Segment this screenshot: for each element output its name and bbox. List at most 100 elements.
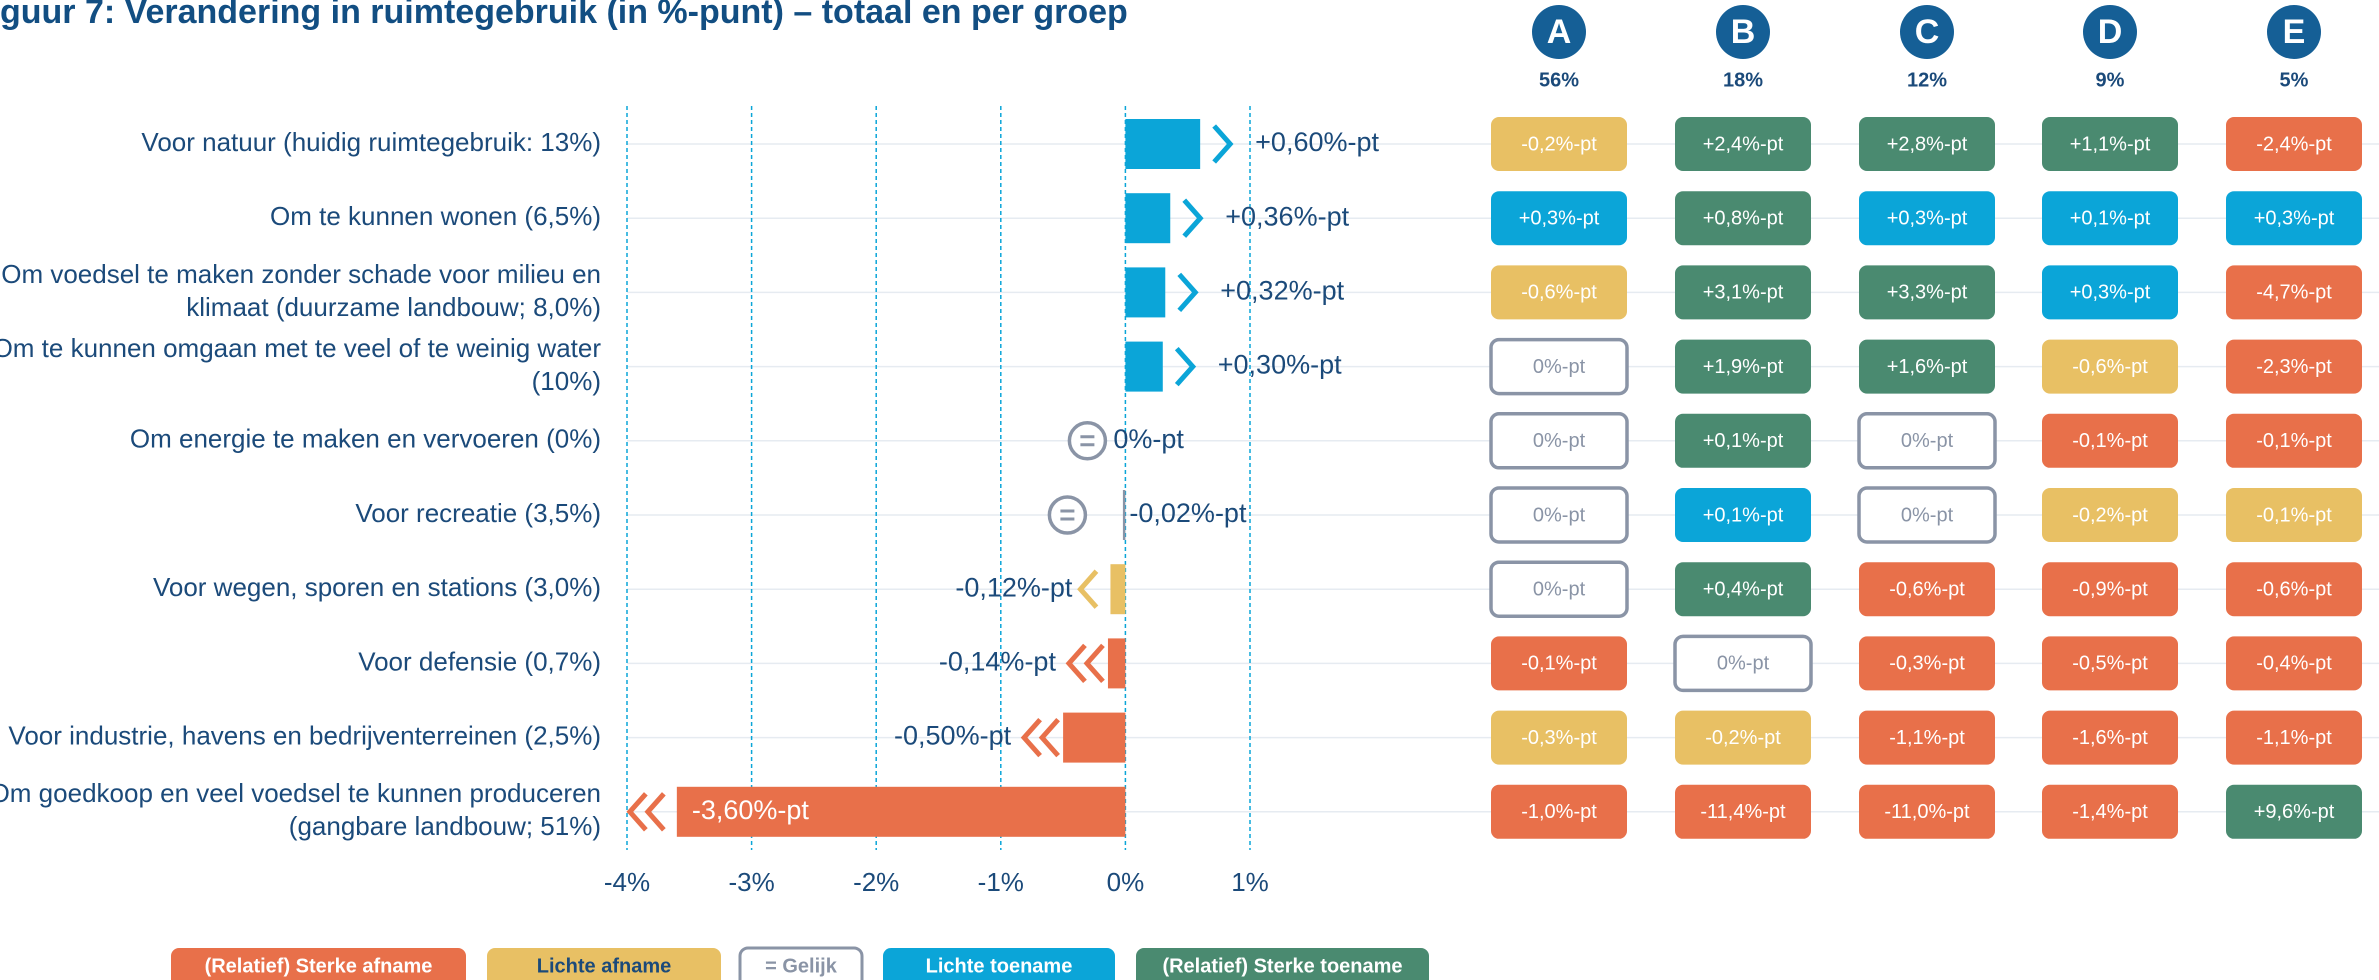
cell-label: -0,1%-pt xyxy=(2256,504,2332,526)
chevron xyxy=(1174,346,1197,387)
cell-label: +3,3%-pt xyxy=(1887,282,1968,304)
category-label: (gangbare landbouw; 51%) xyxy=(289,811,601,841)
cell-label: -0,1%-pt xyxy=(2256,430,2332,452)
category-label: Voor defensie (0,7%) xyxy=(358,646,601,676)
cell xyxy=(2226,339,2362,394)
cell-label: -0,9%-pt xyxy=(2072,578,2148,600)
category-label: Om energie te maken en vervoeren (0%) xyxy=(130,424,601,454)
value-label: -0,14%-pt xyxy=(939,647,1057,677)
cell xyxy=(1675,191,1811,246)
cell-label: -1,1%-pt xyxy=(1889,727,1965,749)
cell xyxy=(1675,265,1811,320)
chevron xyxy=(1177,272,1199,313)
cell xyxy=(2042,710,2178,765)
chevron xyxy=(626,792,648,832)
cell-label: -0,2%-pt xyxy=(1521,133,1597,155)
cell-label: +2,8%-pt xyxy=(1887,133,1968,155)
category-label: klimaat (duurzame landbouw; 8,0%) xyxy=(186,292,601,322)
equal-sign xyxy=(1080,435,1095,447)
group-share: 9% xyxy=(2096,69,2125,91)
bar xyxy=(1107,638,1126,689)
cell-label: +0,8%-pt xyxy=(1703,207,1784,229)
cell xyxy=(2042,339,2178,394)
x-tick-label: 0% xyxy=(1107,867,1145,897)
bar xyxy=(1110,564,1126,615)
value-label: +0,36%-pt xyxy=(1225,201,1349,231)
cell-label: -0,3%-pt xyxy=(1889,653,1965,675)
chevron xyxy=(1038,717,1060,758)
legend-swatch xyxy=(738,946,864,980)
value-label: -3,60%-pt xyxy=(692,795,810,825)
cell xyxy=(2042,265,2178,320)
cell xyxy=(1857,412,1997,470)
cell xyxy=(1491,710,1627,765)
chevron xyxy=(1020,717,1042,758)
legend-label: Lichte toename xyxy=(926,955,1073,977)
value-label: 0%-pt xyxy=(1113,424,1184,454)
cell xyxy=(1675,339,1811,394)
cell-label: -4,7%-pt xyxy=(2256,282,2332,304)
cell-label: 0%-pt xyxy=(1533,356,1586,378)
cell xyxy=(2042,636,2178,691)
cell xyxy=(2042,562,2178,617)
cell-label: +0,4%-pt xyxy=(1703,578,1784,600)
cell-label: -2,3%-pt xyxy=(2256,356,2332,378)
value-label: +0,60%-pt xyxy=(1255,127,1379,157)
bar xyxy=(1125,193,1171,244)
cell xyxy=(1859,191,1995,246)
cell-label: -1,4%-pt xyxy=(2072,801,2148,823)
cell xyxy=(1489,486,1629,544)
cell xyxy=(2042,117,2178,171)
x-tick-label: -3% xyxy=(728,867,774,897)
legend-swatch xyxy=(487,948,721,980)
cell xyxy=(2226,191,2362,246)
x-tick-label: -2% xyxy=(853,867,899,897)
category-label: Voor industrie, havens en bedrijventerre… xyxy=(8,720,601,750)
group-badge xyxy=(1716,5,1770,59)
cell-label: -0,3%-pt xyxy=(1521,727,1597,749)
legend-label: (Relatief) Sterke afname xyxy=(205,955,433,977)
cell xyxy=(1491,117,1627,171)
cell xyxy=(2226,784,2362,839)
cell-label: +0,1%-pt xyxy=(2070,207,2151,229)
bar xyxy=(1125,267,1166,318)
cell-label: -0,2%-pt xyxy=(1705,727,1781,749)
cell-label: -0,6%-pt xyxy=(1889,578,1965,600)
cell-label: -1,1%-pt xyxy=(2256,727,2332,749)
chevron xyxy=(1077,569,1099,609)
cell-label: -0,6%-pt xyxy=(2072,356,2148,378)
cell-label: +0,3%-pt xyxy=(1887,207,1968,229)
x-tick-label: -4% xyxy=(604,867,650,897)
legend-swatch xyxy=(171,948,466,980)
bar xyxy=(1125,119,1201,169)
cell xyxy=(1491,784,1627,839)
cell xyxy=(1491,636,1627,691)
cell xyxy=(1675,117,1811,171)
group-name: B xyxy=(1731,13,1756,51)
category-label: Voor natuur (huidig ruimtegebruik: 13%) xyxy=(141,127,601,157)
category-label: Om goedkoop en veel voedsel te kunnen pr… xyxy=(0,778,601,808)
group-badge xyxy=(1900,5,1954,59)
cell xyxy=(1675,784,1811,839)
category-label: Om te kunnen omgaan met te veel of te we… xyxy=(0,333,601,363)
cell xyxy=(2226,488,2362,542)
cell-label: -0,5%-pt xyxy=(2072,653,2148,675)
cell xyxy=(2226,117,2362,171)
chevron xyxy=(644,792,666,832)
group-share: 12% xyxy=(1907,69,1947,91)
cell-label: -11,0%-pt xyxy=(1884,801,1970,823)
value-label: -0,50%-pt xyxy=(894,721,1012,751)
bar xyxy=(1063,712,1126,763)
group-badge xyxy=(2267,5,2321,59)
category-label: Om voedsel te maken zonder schade voor m… xyxy=(1,259,601,289)
cell xyxy=(2226,413,2362,468)
cell-label: -11,4%-pt xyxy=(1700,801,1786,823)
legend-swatch xyxy=(1136,948,1429,980)
cell-label: 0%-pt xyxy=(1901,430,1954,452)
cell xyxy=(1489,412,1629,470)
x-tick-label: 1% xyxy=(1231,867,1269,897)
bar xyxy=(1125,341,1163,392)
group-name: C xyxy=(1915,13,1940,51)
value-label: -0,12%-pt xyxy=(955,572,1073,602)
cell-label: +0,3%-pt xyxy=(2070,282,2151,304)
